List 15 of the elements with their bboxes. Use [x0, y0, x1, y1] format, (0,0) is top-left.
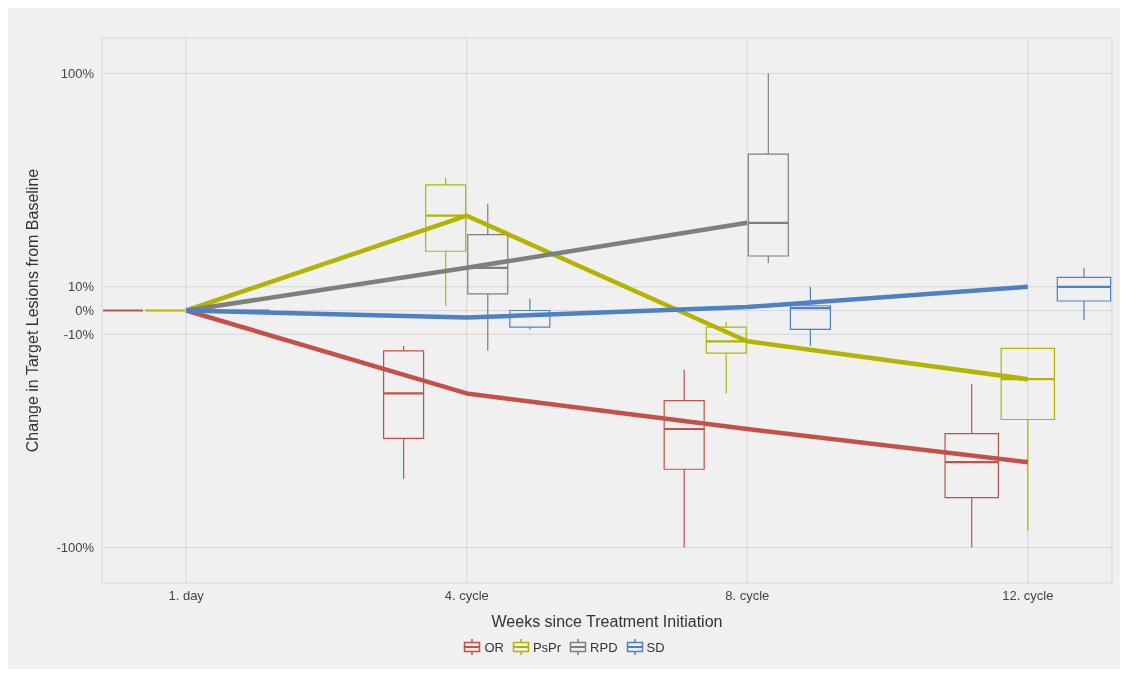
x-axis-title: Weeks since Treatment Initiation: [491, 613, 723, 630]
legend-label: OR: [484, 639, 504, 655]
y-axis-title: Change in Target Lesions from Baseline: [23, 168, 41, 453]
x-tick-label: 4. cycle: [444, 588, 489, 604]
x-tick-label: 12. cycle: [1002, 588, 1054, 604]
y-tick-label: 0%: [75, 303, 95, 319]
legend-label: PsPr: [532, 639, 562, 655]
y-tick-label: -100%: [56, 540, 95, 556]
x-tick-label: 1. day: [168, 588, 205, 604]
y-tick-label: 100%: [60, 66, 95, 82]
legend-label: RPD: [590, 639, 618, 655]
y-tick-label: 10%: [67, 279, 95, 295]
legend-label: SD: [646, 639, 665, 655]
x-tick-label: 8. cycle: [725, 588, 770, 604]
y-tick-label: -10%: [63, 326, 95, 342]
